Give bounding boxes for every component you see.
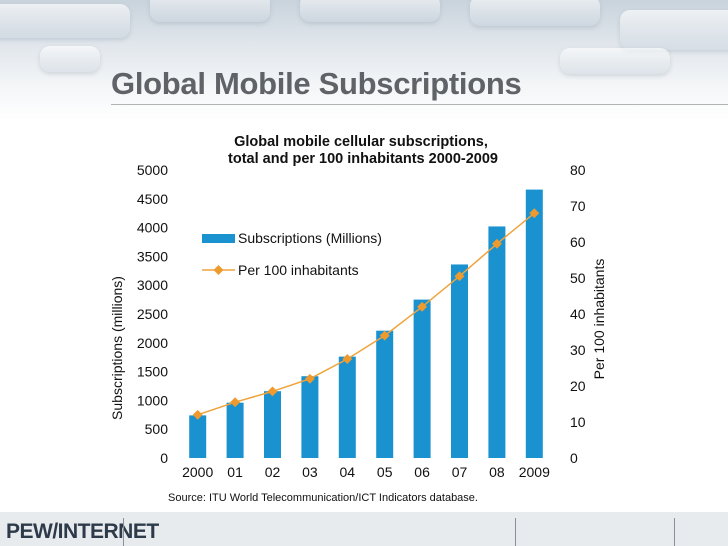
- bar: [301, 376, 319, 458]
- chart-subtitle: total and per 100 inhabitants 2000-2009: [228, 151, 498, 167]
- chart-source-note: Source: ITU World Telecommunication/ICT …: [168, 492, 478, 504]
- pew-internet-logo: PEW/INTERNET: [6, 520, 159, 543]
- bar: [376, 330, 394, 458]
- chart: Global mobile cellular subscriptions, to…: [110, 134, 604, 504]
- bar: [189, 415, 207, 458]
- bar: [525, 189, 543, 459]
- line-marker: [304, 373, 315, 384]
- keyboard-key-decoration: [0, 4, 130, 38]
- y-right-tick-label: 10: [570, 414, 586, 430]
- y-left-tick-label: 4500: [137, 191, 168, 207]
- x-tick-label: 2009: [519, 464, 550, 480]
- bar: [226, 402, 244, 458]
- x-tick-label: 01: [227, 464, 243, 480]
- line-series: [192, 208, 540, 420]
- y-right-tick-label: 80: [570, 162, 586, 178]
- y-left-tick-label: 2500: [137, 306, 168, 322]
- x-tick-label: 07: [452, 464, 468, 480]
- x-tick-label: 03: [302, 464, 318, 480]
- y-right-tick-label: 40: [570, 306, 586, 322]
- slide-footer: PEW/INTERNET: [0, 512, 728, 546]
- footer-divider: [515, 518, 516, 546]
- x-tick-label: 02: [265, 464, 281, 480]
- legend-line-marker: [213, 265, 224, 275]
- x-axis: 2000 01 02 03 04 05 06 07 08 2009: [182, 464, 550, 480]
- keyboard-key-decoration: [620, 10, 728, 50]
- chart-title: Global mobile cellular subscriptions,: [234, 134, 488, 150]
- keyboard-key-decoration: [300, 0, 440, 22]
- right-axis: 0 10 20 30 40 50 60 70 80: [570, 162, 586, 466]
- x-tick-label: 05: [377, 464, 393, 480]
- y-left-tick-label: 4000: [137, 220, 168, 236]
- line-marker: [192, 409, 203, 420]
- bar: [338, 356, 356, 458]
- y-right-tick-label: 60: [570, 234, 586, 250]
- keyboard-key-decoration: [470, 0, 600, 26]
- bar: [451, 264, 468, 458]
- line-marker: [491, 238, 502, 249]
- bar: [413, 299, 431, 458]
- chart-legend: Subscriptions (Millions) Per 100 inhabit…: [202, 230, 382, 278]
- legend-line-label: Per 100 inhabitants: [238, 262, 359, 278]
- y-left-tick-label: 1000: [137, 392, 168, 408]
- y-right-tick-label: 50: [570, 270, 586, 286]
- legend-bar-label: Subscriptions (Millions): [238, 230, 382, 246]
- x-tick-label: 04: [340, 464, 356, 480]
- y-left-tick-label: 0: [160, 450, 168, 466]
- slide-title: Global Mobile Subscriptions: [111, 66, 522, 101]
- slide-header-background: [0, 0, 728, 120]
- x-tick-label: 08: [489, 464, 505, 480]
- line-marker: [417, 301, 428, 312]
- line-marker: [342, 354, 353, 364]
- legend-bar-swatch: [202, 234, 235, 243]
- line-marker: [454, 271, 465, 282]
- y-right-tick-label: 70: [570, 198, 586, 214]
- footer-divider: [123, 518, 124, 546]
- y-right-tick-label: 0: [570, 450, 578, 466]
- y-axis-right-label: Per 100 inhabitants: [591, 259, 604, 380]
- y-left-tick-label: 3000: [137, 277, 168, 293]
- keyboard-key-decoration: [150, 0, 270, 22]
- keyboard-key-decoration: [40, 46, 100, 72]
- y-right-tick-label: 20: [570, 378, 586, 394]
- x-tick-label: 06: [414, 464, 430, 480]
- y-axis-left-label: Subscriptions (millions): [110, 276, 125, 420]
- left-axis: 0 500 1000 1500 2000 2500 3000 3500 4000 4500 5000: [137, 162, 168, 466]
- y-left-tick-label: 2000: [137, 335, 168, 351]
- y-right-tick-label: 30: [570, 342, 586, 358]
- line-marker: [529, 208, 540, 219]
- y-left-tick-label: 1500: [137, 364, 168, 380]
- title-divider: [111, 104, 728, 105]
- bar-series: [189, 189, 543, 459]
- y-left-tick-label: 3500: [137, 248, 168, 264]
- bar: [488, 226, 506, 458]
- y-left-tick-label: 5000: [137, 162, 168, 178]
- chart-panel: Global mobile cellular subscriptions, to…: [110, 130, 604, 508]
- series-line: [197, 212, 535, 416]
- bar: [264, 391, 281, 458]
- keyboard-key-decoration: [560, 48, 670, 74]
- y-left-tick-label: 500: [145, 421, 169, 437]
- x-tick-label: 2000: [182, 464, 213, 480]
- footer-divider: [674, 518, 675, 546]
